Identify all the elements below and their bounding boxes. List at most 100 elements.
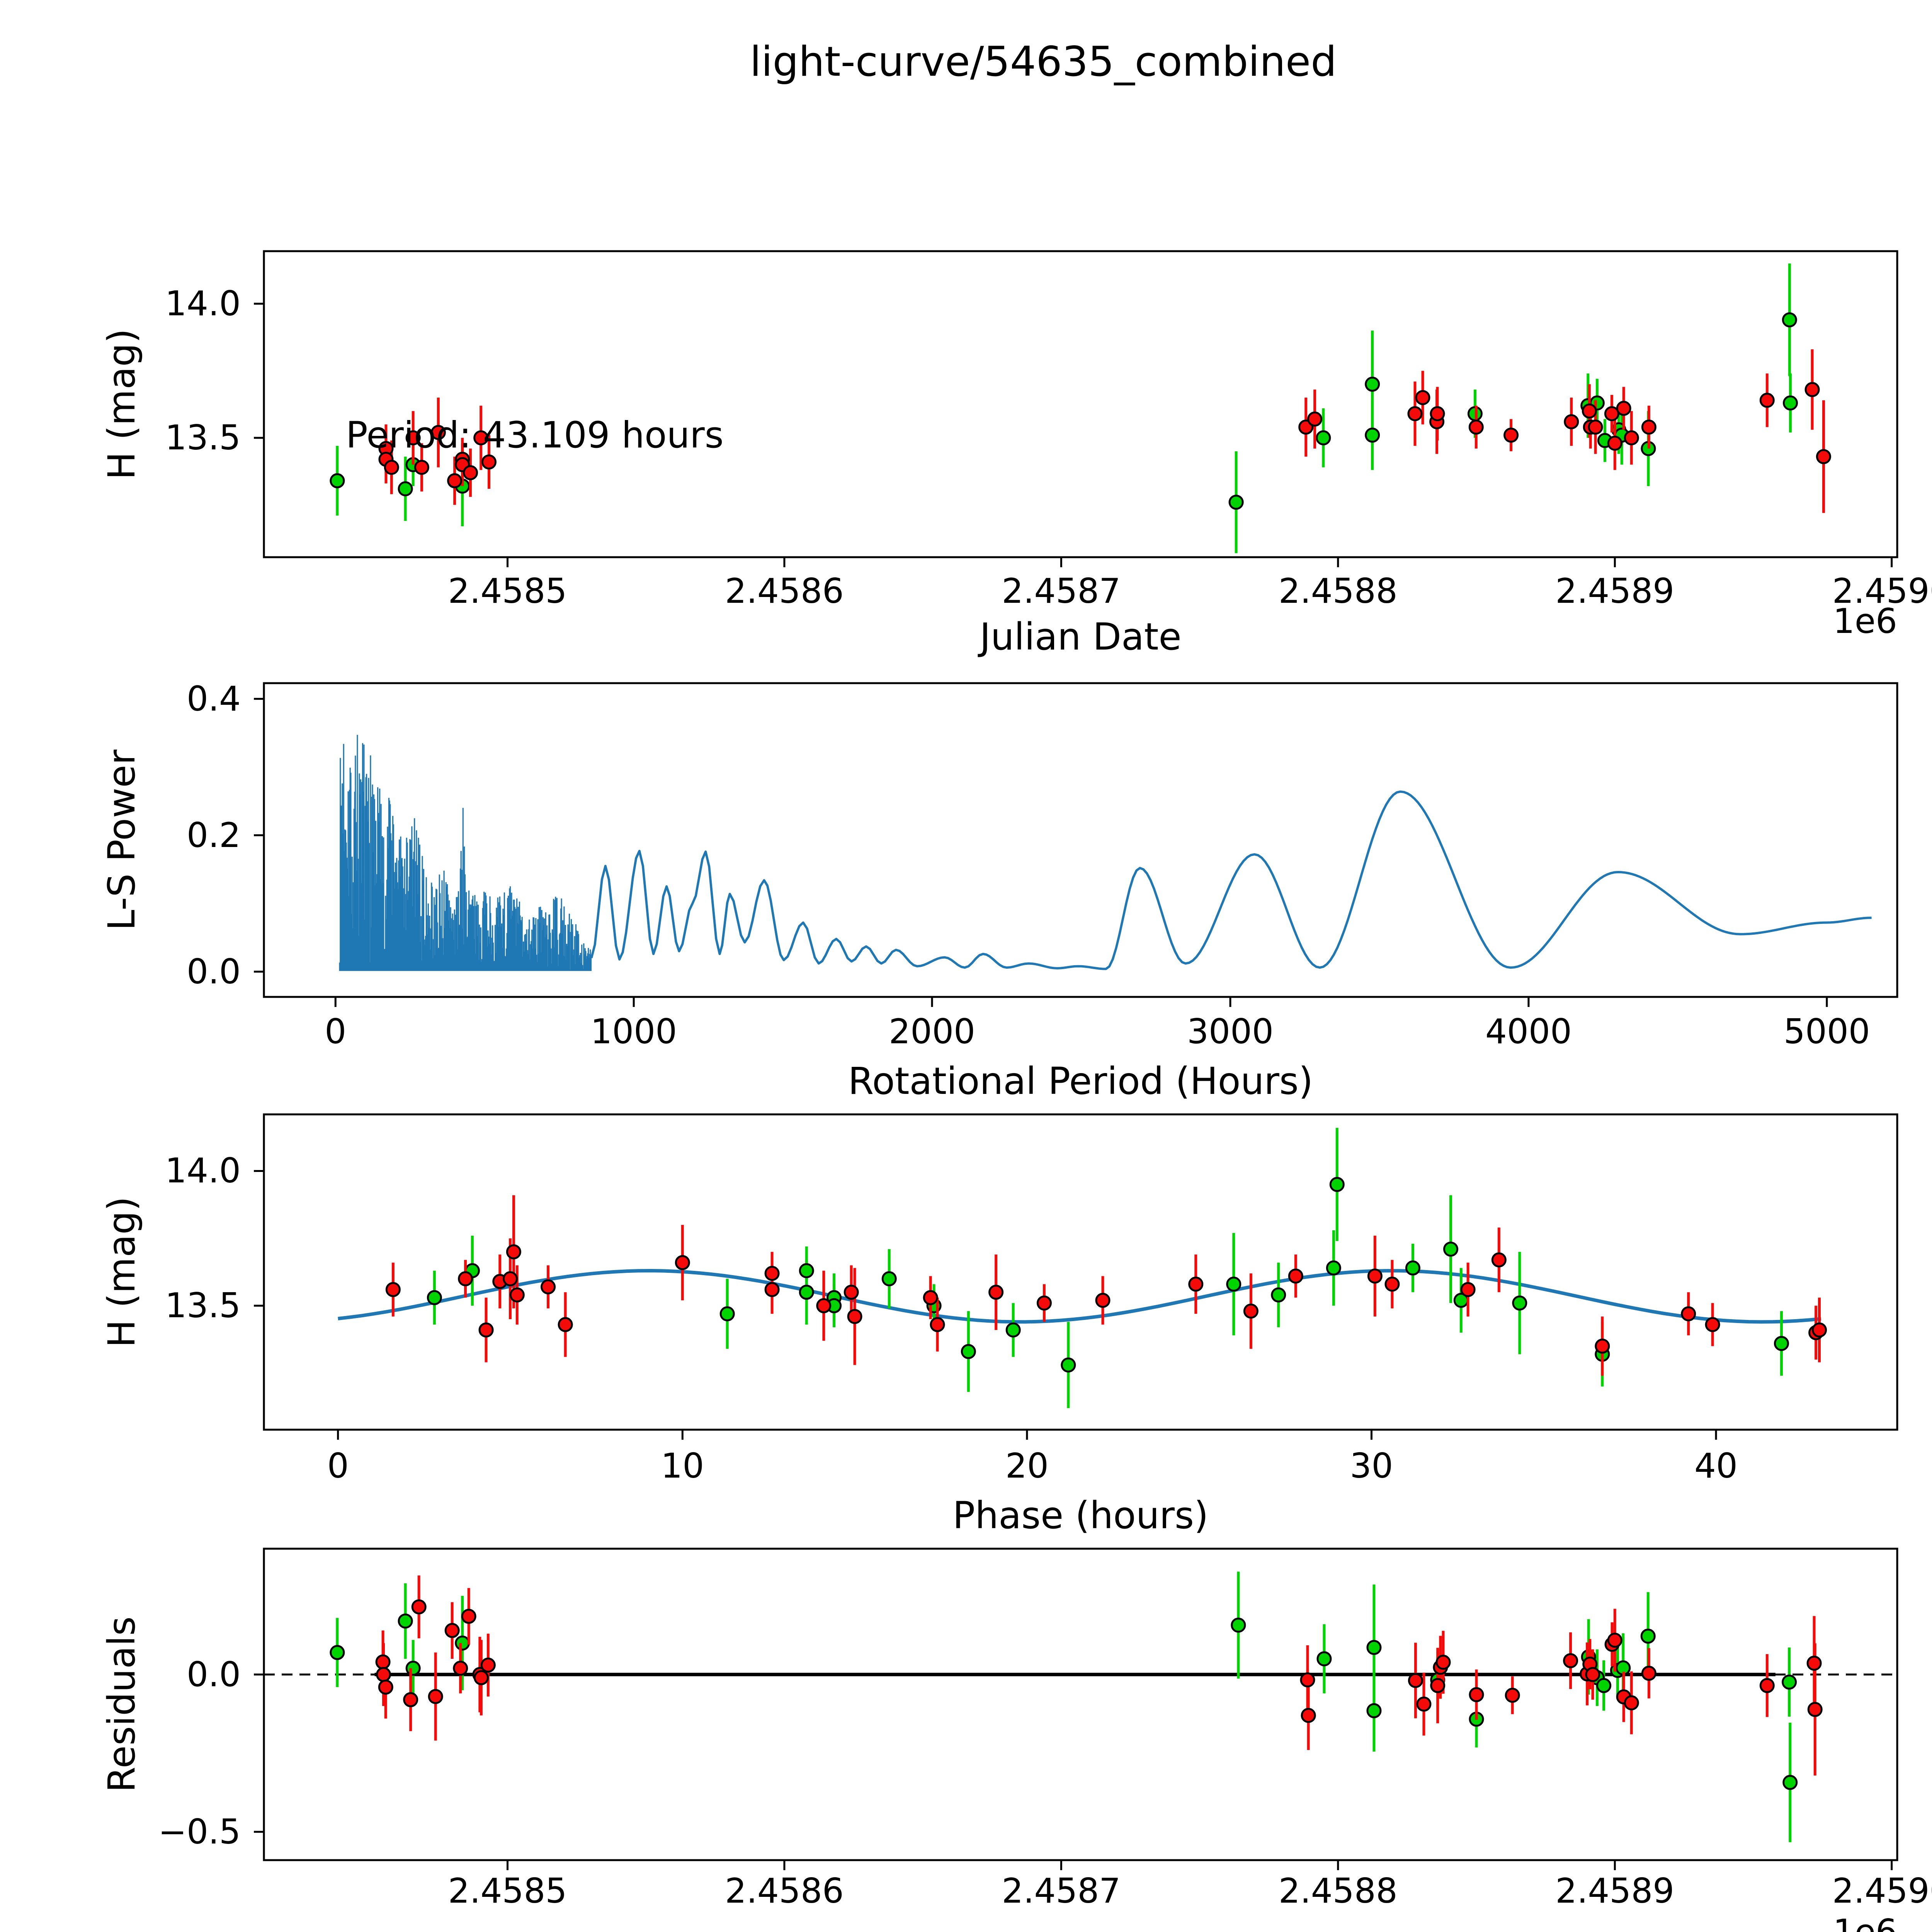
data-point-red: [844, 1284, 859, 1300]
tick-label: 0.2: [187, 815, 241, 855]
data-point-green: [1228, 495, 1244, 510]
data-point-red: [447, 473, 463, 488]
data-point-green: [1231, 1617, 1246, 1633]
tick-label: 2.4588: [1278, 571, 1398, 611]
data-point-red: [461, 1609, 476, 1624]
data-point-red: [506, 1244, 521, 1260]
tick-label: 10: [661, 1446, 704, 1486]
data-point-green: [398, 481, 413, 497]
data-point-green: [405, 1660, 421, 1676]
tick-label: 2.4589: [1555, 571, 1675, 611]
data-point-red: [481, 454, 497, 470]
data-point-red: [1806, 1655, 1822, 1671]
data-point-red: [1616, 401, 1631, 416]
tick-label: 13.5: [165, 418, 241, 458]
data-point-red: [1288, 1268, 1303, 1284]
data-point-red: [1607, 1633, 1622, 1648]
data-point-red: [1563, 1653, 1578, 1668]
data-point-red: [1503, 427, 1519, 443]
data-point-red: [1095, 1293, 1111, 1308]
data-point-red: [428, 1689, 443, 1704]
data-point-red: [1505, 1687, 1520, 1703]
data-point-red: [473, 430, 489, 446]
data-point-red: [384, 459, 399, 475]
data-point-red: [558, 1317, 573, 1332]
axis4-xlabel: Julian Date: [264, 1927, 1897, 1932]
data-point-green: [398, 1613, 413, 1629]
data-point-green: [1782, 1674, 1797, 1690]
data-point-red: [1408, 1673, 1423, 1688]
data-point-red: [1705, 1317, 1720, 1332]
data-point-green: [1782, 1775, 1798, 1790]
data-point-red: [1036, 1295, 1052, 1311]
data-point-green: [1774, 1336, 1789, 1351]
data-point-red: [1641, 1665, 1656, 1681]
tick-label: 0: [327, 1446, 349, 1486]
data-point-red: [1759, 1678, 1775, 1693]
period-annotation: Period: 43.109 hours: [346, 414, 724, 456]
data-point-green: [881, 1271, 897, 1286]
data-point-red: [1681, 1306, 1696, 1321]
axis1-offset-label: 1e6: [1833, 601, 1897, 641]
data-point-red: [541, 1279, 556, 1294]
axis4-ylabel: Residuals: [100, 1616, 143, 1793]
data-point-red: [1307, 412, 1323, 427]
tick-label: 2.4587: [1002, 571, 1121, 611]
data-point-red: [764, 1265, 780, 1281]
data-point-red: [405, 430, 421, 446]
data-point-red: [1604, 406, 1619, 422]
data-point-red: [1641, 419, 1656, 435]
data-point-red: [509, 1287, 525, 1303]
data-point-green: [1316, 430, 1331, 446]
data-point-green: [1329, 1177, 1345, 1192]
data-point-green: [719, 1306, 735, 1321]
data-point-red: [444, 1623, 460, 1638]
data-point-red: [478, 1322, 494, 1338]
tick-label: −0.5: [158, 1811, 241, 1852]
data-point-red: [414, 459, 429, 475]
data-point-green: [1061, 1357, 1076, 1373]
data-point-green: [799, 1263, 814, 1279]
data-point-green: [961, 1344, 976, 1359]
data-point-green: [330, 473, 345, 488]
data-point-red: [1468, 419, 1484, 435]
data-point-green: [1782, 312, 1797, 328]
axes-spine: [263, 1113, 1898, 1431]
data-point-red: [1384, 1276, 1400, 1292]
data-point-red: [1812, 1322, 1827, 1338]
sinusoid-fit-curve: [338, 1269, 1821, 1324]
data-point-red: [463, 465, 478, 480]
data-point-red: [1816, 449, 1831, 464]
data-point-green: [1443, 1242, 1459, 1257]
data-point-green: [1782, 395, 1798, 411]
data-point-red: [1430, 1678, 1446, 1693]
tick-label: 20: [1005, 1446, 1049, 1486]
tick-label: 2000: [889, 1012, 976, 1051]
tick-label: 2.4585: [448, 1871, 567, 1911]
tick-label: 2.4586: [724, 1871, 844, 1911]
data-point-red: [1430, 406, 1445, 422]
data-point-red: [847, 1309, 862, 1324]
data-point-red: [430, 425, 446, 440]
data-point-red: [375, 1654, 391, 1670]
tick-label: 14.0: [165, 1151, 241, 1191]
data-point-green: [799, 1284, 814, 1300]
data-point-red: [502, 1271, 518, 1286]
data-point-red: [930, 1317, 945, 1332]
data-point-red: [1300, 1672, 1315, 1687]
data-point-red: [1607, 435, 1622, 451]
data-point-red: [458, 1271, 473, 1286]
data-point-red: [385, 1282, 401, 1297]
axis1-xlabel: Julian Date: [980, 615, 1182, 658]
data-point-red: [1804, 382, 1820, 397]
tick-label: 0.0: [187, 1654, 241, 1694]
data-point-red: [1807, 1702, 1823, 1717]
tick-label: 2.4585: [448, 571, 567, 611]
figure-title: light-curve/54635_combined: [750, 38, 1337, 85]
data-point-red: [480, 1657, 496, 1673]
data-point-green: [1366, 1703, 1382, 1718]
data-point-green: [1005, 1322, 1021, 1338]
